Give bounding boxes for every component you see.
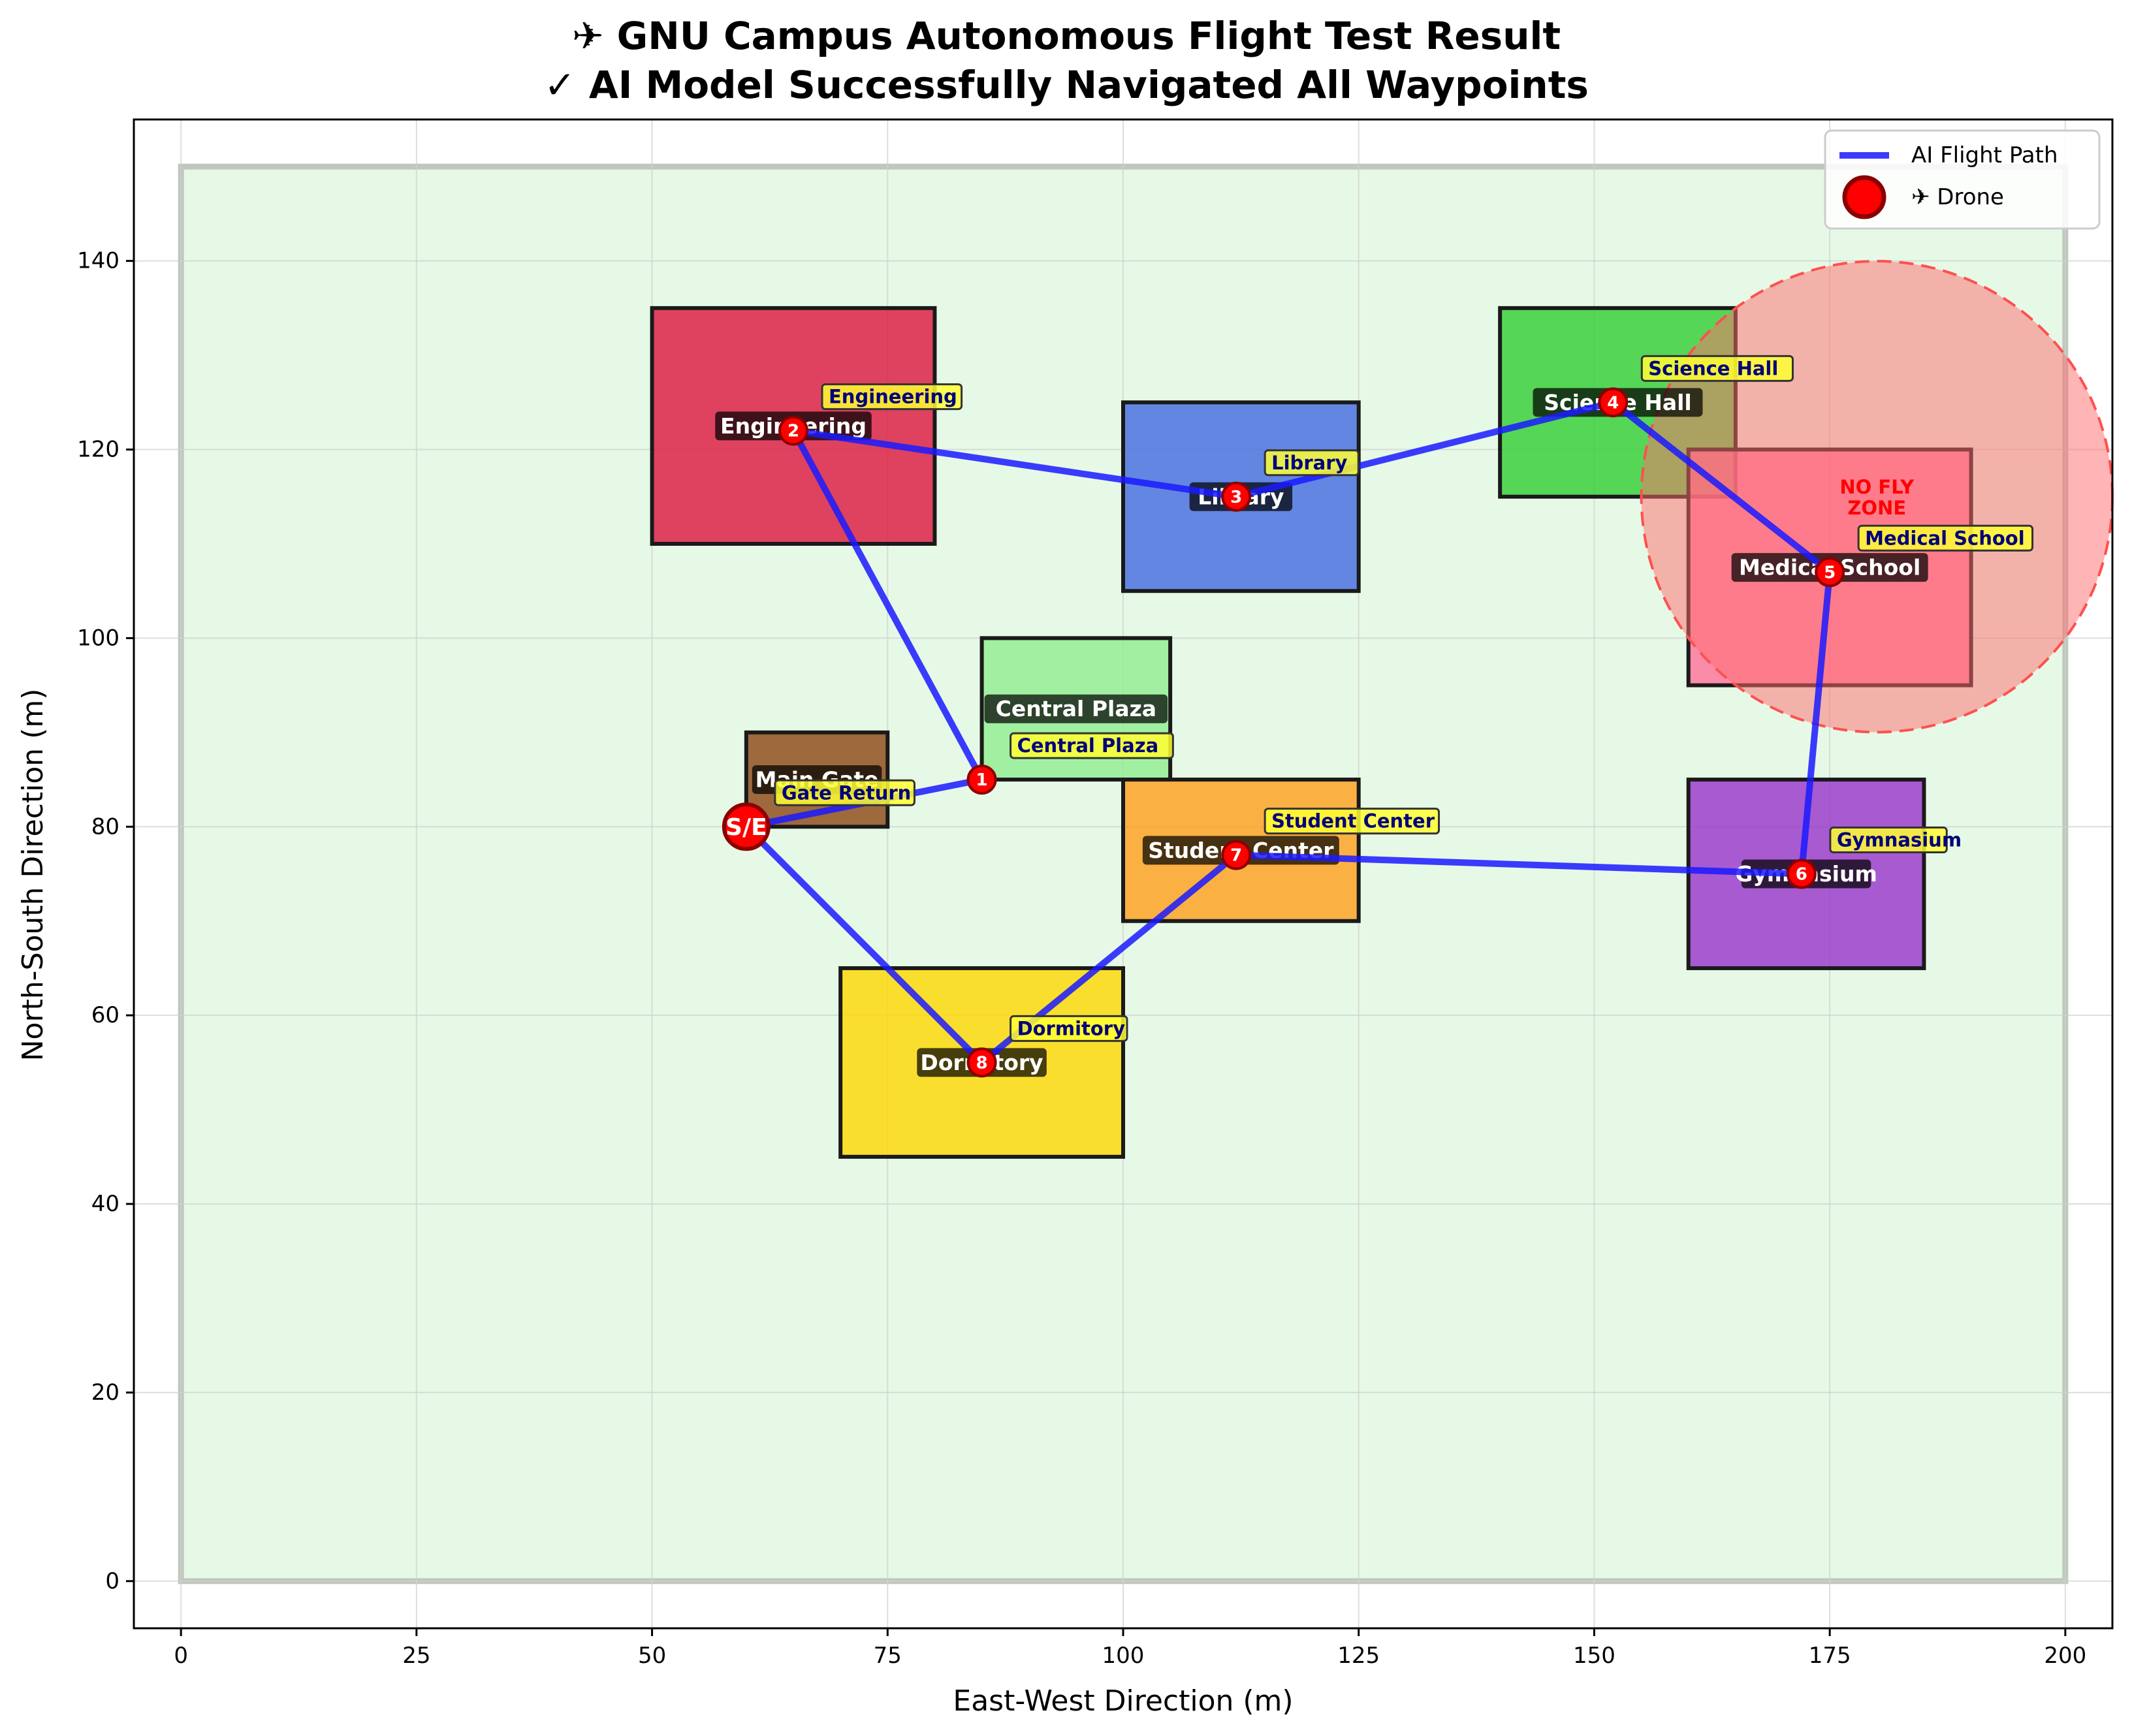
no-fly-zone-label-line-1: NO FLY (1839, 476, 1915, 498)
waypoint-5-marker (1815, 557, 1845, 588)
waypoint-2-annotation-box (821, 383, 963, 411)
x-tick-label-200: 200 (2044, 1643, 2086, 1669)
y-tick-label-40: 40 (91, 1191, 119, 1217)
y-tick-label-60: 60 (91, 1002, 119, 1028)
building-label-central-plaza: Central Plaza (996, 696, 1156, 721)
x-tick-label-100: 100 (1102, 1643, 1145, 1669)
waypoint-2-annotation: Engineering (829, 386, 957, 408)
building-label-box-central-plaza (984, 694, 1168, 723)
y-tick-label-120: 120 (77, 437, 119, 463)
y-tick-label-140: 140 (77, 248, 119, 274)
waypoint-3-number: 3 (1230, 488, 1242, 507)
waypoint-6-annotation-box (1829, 827, 1948, 853)
x-tick-label-0: 0 (174, 1643, 188, 1669)
waypoint-7-annotation-box (1264, 808, 1440, 835)
x-tick-label-125: 125 (1337, 1643, 1380, 1669)
waypoint-6-number: 6 (1796, 865, 1807, 885)
x-tick-label-75: 75 (874, 1643, 902, 1669)
no-fly-zone-label-line-2: ZONE (1847, 497, 1906, 519)
waypoint-6-annotation: Gymnasium (1837, 829, 1962, 851)
waypoint-1-marker (966, 765, 997, 795)
waypoint-5-annotation-box (1857, 524, 2034, 552)
waypoint-2-marker (778, 415, 808, 446)
x-tick-label-25: 25 (402, 1643, 430, 1669)
x-tick-label-150: 150 (1573, 1643, 1615, 1669)
y-tick-label-0: 0 (105, 1568, 119, 1594)
waypoint-7-number: 7 (1230, 846, 1242, 866)
waypoint-7-marker (1221, 840, 1252, 870)
y-axis-label: North-South Direction (m) (16, 689, 50, 1062)
legend-label-1: ✈ Drone (1911, 184, 2004, 210)
gate-return-annotation: Gate Return (782, 781, 911, 804)
y-tick-label-100: 100 (77, 625, 119, 651)
legend-label-0: AI Flight Path (1911, 142, 2058, 168)
waypoint-8-number: 8 (976, 1053, 988, 1073)
waypoint-1-annotation: Central Plaza (1017, 734, 1159, 757)
waypoint-1-annotation-box (1010, 732, 1174, 759)
waypoint-4-annotation-box (1640, 355, 1794, 382)
waypoint-1-number: 1 (976, 770, 988, 790)
chart-title-line-2: ✓ AI Model Successfully Navigated All Wa… (544, 63, 1589, 107)
start-end-marker (722, 802, 771, 851)
legend-box (1824, 129, 2101, 230)
y-tick-label-80: 80 (91, 813, 119, 840)
waypoint-8-annotation: Dormitory (1017, 1017, 1126, 1039)
x-tick-label-50: 50 (638, 1643, 666, 1669)
waypoint-2-number: 2 (788, 422, 799, 441)
y-tick-label-20: 20 (91, 1380, 119, 1406)
start-end-label: S/E (725, 814, 767, 841)
waypoint-3-annotation: Library (1271, 452, 1347, 474)
waypoint-7-annotation: Student Center (1271, 810, 1435, 832)
ai-flight-path (742, 399, 1834, 1066)
x-tick-label-175: 175 (1809, 1643, 1851, 1669)
waypoint-3-annotation-box (1264, 449, 1360, 477)
x-axis-label: East-West Direction (m) (953, 1684, 1293, 1718)
waypoint-4-number: 4 (1607, 393, 1619, 413)
waypoint-8-marker (966, 1047, 997, 1078)
legend-drone-swatch (1842, 175, 1886, 219)
waypoint-5-number: 5 (1824, 563, 1836, 582)
waypoint-8-annotation-box (1010, 1015, 1128, 1042)
waypoint-4-marker (1598, 387, 1629, 418)
waypoint-5-annotation: Medical School (1865, 527, 2025, 549)
chart-title-line-1: ✈ GNU Campus Autonomous Flight Test Resu… (572, 14, 1561, 58)
gate-return-annotation-box (774, 779, 915, 806)
waypoint-3-marker (1221, 481, 1252, 512)
waypoint-4-annotation: Science Hall (1648, 357, 1778, 379)
waypoint-6-marker (1786, 859, 1817, 889)
